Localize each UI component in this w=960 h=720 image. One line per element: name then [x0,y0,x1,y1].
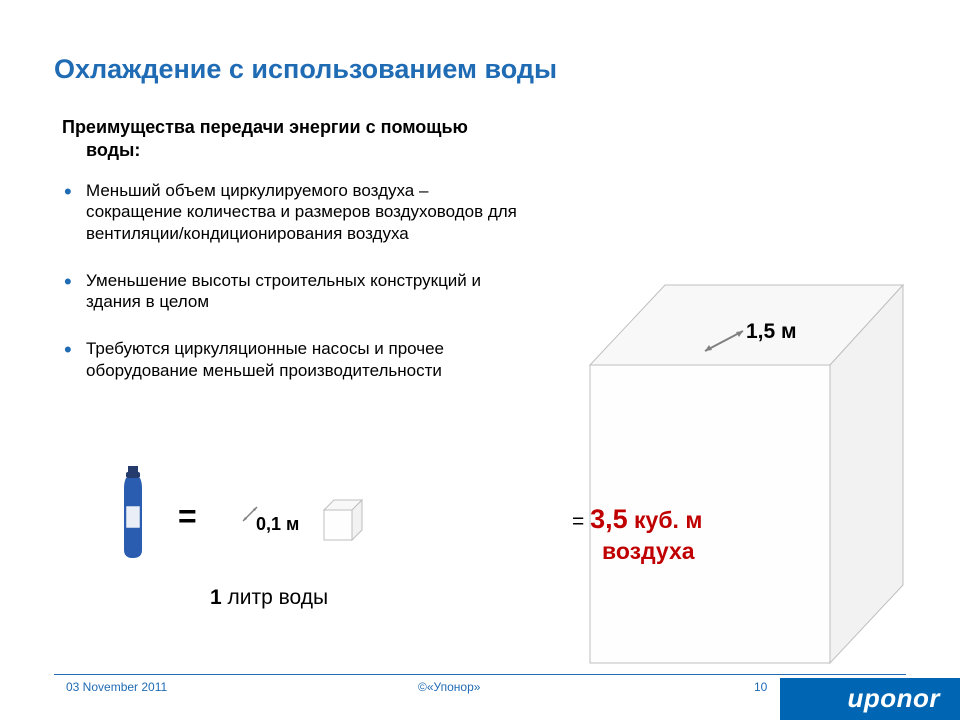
water-bottle-icon [120,466,146,560]
footer-page-number: 10 [754,680,767,694]
water-qty-text: литр воды [222,586,328,609]
air-equivalence-line2: воздуха [602,538,695,565]
bullet-list: Меньший объем циркулируемого воздуха – с… [62,180,522,407]
air-eq-symbol: = [572,510,590,533]
air-unit: куб. м [628,507,703,533]
subtitle-line1: Преимущества передачи энергии с помощью [62,117,468,137]
subtitle-line2: воды: [62,139,532,162]
bullet-item: Меньший объем циркулируемого воздуха – с… [62,180,522,244]
slide-subtitle: Преимущества передачи энергии с помощью … [62,116,532,161]
footer-brand-logo: uponor [847,683,940,714]
water-volume-label: 1 литр воды [210,586,328,610]
footer-copyright: ©«Упонор» [418,680,480,694]
bullet-item: Уменьшение высоты строительных конструкц… [62,270,522,313]
bullet-item: Требуются циркуляционные насосы и прочее… [62,338,522,381]
dimension-arrow-big [700,326,748,356]
big-cube-dimension: 1,5 м [746,320,797,344]
small-cube-icon [322,498,366,542]
water-qty-number: 1 [210,586,222,609]
air-value: 3,5 [590,504,628,534]
footer-divider [54,674,906,675]
footer-date: 03 November 2011 [66,680,167,694]
equals-symbol-left: = [178,498,197,535]
air-equivalence-line1: = 3,5 куб. м [572,504,702,535]
slide-title: Охлаждение с использованием воды [54,54,557,85]
small-cube-dimension: 0,1 м [256,514,299,535]
